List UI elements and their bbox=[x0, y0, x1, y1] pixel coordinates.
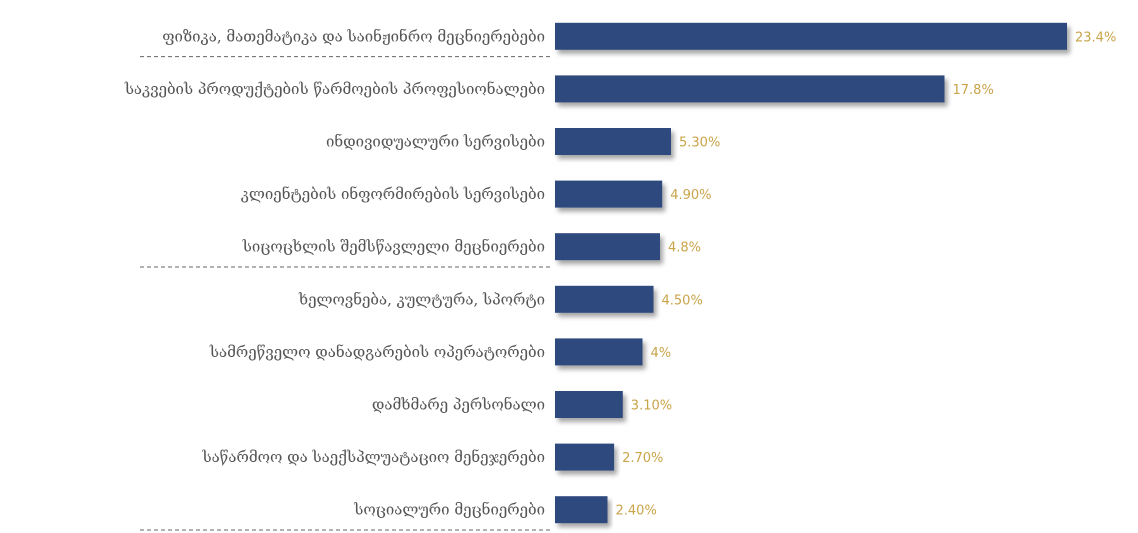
value-label-9: 2.40% bbox=[616, 504, 657, 519]
value-label-1: 17.8% bbox=[953, 83, 994, 98]
value-label-5: 4.50% bbox=[662, 293, 703, 308]
category-label-6: სამრეწველო დანადგარების ოპერატორები bbox=[209, 343, 545, 361]
category-label-3: კლიენტების ინფორმირების სერვისები bbox=[241, 185, 545, 203]
value-label-6: 4% bbox=[651, 346, 672, 361]
bar-5 bbox=[555, 285, 654, 313]
category-label-7: დამხმარე პერსონალი bbox=[372, 396, 545, 414]
bar-8 bbox=[555, 443, 615, 471]
bar-7 bbox=[555, 391, 623, 418]
bar-4 bbox=[555, 233, 660, 261]
bar-0 bbox=[555, 22, 1067, 50]
value-label-7: 3.10% bbox=[631, 399, 672, 414]
category-label-8: საწარმოო და საექსპლუატაციო მენეჯერები bbox=[201, 448, 545, 466]
category-label-4: სიცოცხლის შემსწავლელი მეცნიერები bbox=[242, 238, 545, 256]
category-label-1: საკვების პროდუქტების წარმოების პროფესიონ… bbox=[124, 80, 545, 98]
bar-6 bbox=[555, 338, 643, 366]
value-label-0: 23.4% bbox=[1075, 30, 1116, 45]
bar-1 bbox=[555, 75, 945, 103]
category-label-2: ინდივიდუალური სერვისები bbox=[326, 133, 545, 151]
bar-2 bbox=[555, 128, 671, 155]
bar-9 bbox=[555, 496, 608, 524]
category-label-9: სოციალური მეცნიერები bbox=[353, 501, 545, 519]
value-label-3: 4.90% bbox=[670, 188, 711, 203]
bar-3 bbox=[555, 180, 663, 208]
category-label-5: ხელოვნება, კულტურა, სპორტი bbox=[298, 290, 545, 308]
category-label-0: ფიზიკა, მათემატიკა და საინჟინრო მეცნიერე… bbox=[162, 27, 545, 45]
value-label-4: 4.8% bbox=[668, 241, 701, 256]
value-label-8: 2.70% bbox=[622, 451, 663, 466]
value-label-2: 5.30% bbox=[679, 136, 720, 151]
